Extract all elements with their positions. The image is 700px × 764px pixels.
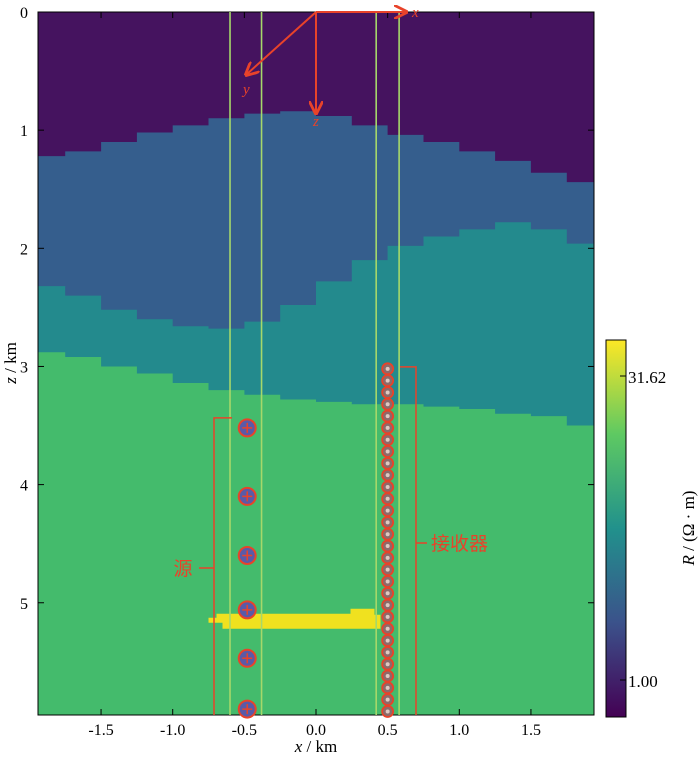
y-tick-label: 3	[20, 359, 28, 376]
colorbar: 31.62 1.00 R / (Ω · m)	[605, 339, 698, 718]
x-tick-label: 0.0	[306, 722, 326, 739]
x-tick-label: -1.5	[88, 722, 113, 739]
receiver-marker-core	[385, 650, 390, 655]
receiver-marker-core	[385, 461, 390, 466]
receiver-marker-core	[385, 414, 390, 419]
source-cross	[242, 550, 253, 561]
receiver-marker-core	[385, 473, 390, 478]
axis-y-arrow	[247, 11, 317, 74]
receiver-marker-core	[385, 437, 390, 442]
receiver-marker-core	[385, 425, 390, 430]
receiver-marker-core	[385, 567, 390, 572]
receiver-marker-core	[385, 520, 390, 525]
source-label: 源	[173, 558, 192, 580]
receiver-marker-core	[385, 484, 390, 489]
x-axis-label: x / km	[294, 737, 338, 756]
receiver-marker-core	[385, 579, 390, 584]
receiver-marker-core	[385, 378, 390, 383]
colorbar-scale	[605, 339, 627, 718]
receiver-marker-core	[385, 508, 390, 513]
receiver-marker-core	[385, 685, 390, 690]
receiver-marker-core	[385, 449, 390, 454]
receiver-marker-core	[385, 626, 390, 631]
x-tick-label: 1.5	[521, 722, 541, 739]
receiver-marker-core	[385, 638, 390, 643]
y-tick-label: 0	[20, 5, 28, 22]
y-axis: 0 1 2 3 4 5	[20, 5, 594, 613]
colorbar-tick-label-top: 31.62	[628, 368, 666, 387]
y-tick-label: 1	[20, 123, 28, 140]
receiver-bracket	[400, 366, 417, 715]
receiver-marker-core	[385, 674, 390, 679]
axis-x-letter: x	[411, 5, 419, 21]
receiver-marker-core	[385, 603, 390, 608]
survey-overlay: 源 接收器 x y z	[173, 5, 488, 719]
receiver-marker-core	[385, 614, 390, 619]
receiver-marker-core	[385, 544, 390, 549]
x-axis: -1.5 -1.0 -0.5 0.0 0.5 1.0 1.5	[88, 12, 541, 739]
y-tick-label: 5	[20, 596, 28, 613]
receiver-marker-core	[385, 591, 390, 596]
axis-y-letter: y	[241, 82, 250, 98]
receiver-marker-core	[385, 697, 390, 702]
y-tick-label: 4	[20, 478, 28, 495]
receiver-marker-core	[385, 532, 390, 537]
source-cross	[242, 653, 253, 664]
x-tick-label: 1.0	[449, 722, 469, 739]
receiver-marker-core	[385, 366, 390, 371]
source-bracket	[213, 417, 232, 715]
receiver-marker-core	[385, 709, 390, 714]
source-cross	[242, 604, 253, 615]
colorbar-tick-label-bottom: 1.00	[628, 672, 658, 691]
receiver-marker-core	[385, 390, 390, 395]
receiver-marker-core	[385, 402, 390, 407]
receiver-marker-core	[385, 555, 390, 560]
source-cross	[242, 422, 253, 433]
receiver-label: 接收器	[431, 533, 488, 555]
axis-z-letter: z	[312, 114, 319, 130]
y-axis-label: z / km	[1, 342, 20, 385]
x-tick-label: 0.5	[378, 722, 398, 739]
x-tick-label: -0.5	[232, 722, 257, 739]
source-cross	[242, 491, 253, 502]
layer-4	[38, 352, 594, 715]
receiver-marker-core	[385, 662, 390, 667]
x-tick-label: -1.0	[160, 722, 185, 739]
plot-area	[38, 12, 594, 715]
colorbar-label: R / (Ω · m)	[679, 491, 698, 567]
y-tick-label: 2	[20, 241, 28, 258]
source-cross	[242, 704, 253, 715]
receiver-marker-core	[385, 496, 390, 501]
